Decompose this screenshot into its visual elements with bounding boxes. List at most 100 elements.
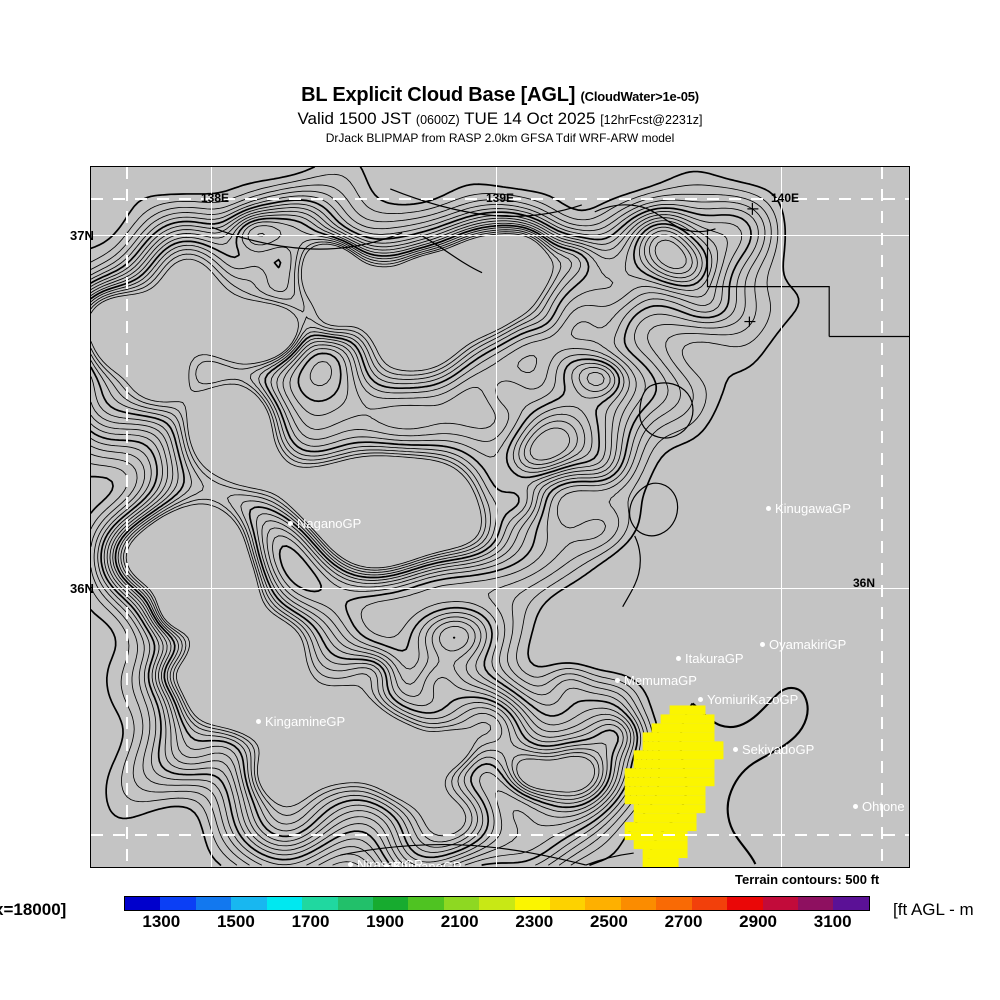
site-dot-icon xyxy=(853,804,858,810)
cloud-cell xyxy=(633,813,697,823)
colorbar-segment-19 xyxy=(798,897,834,910)
site-dot-icon xyxy=(288,521,293,527)
site-dot-icon xyxy=(760,642,765,648)
site-label: MemumaGP xyxy=(624,673,697,689)
lon-label-138-top: 138E xyxy=(201,191,230,205)
colorbar-tick-2300: 2300 xyxy=(515,912,554,931)
cloud-cell xyxy=(624,777,715,787)
grid-lon-139 xyxy=(496,167,497,867)
site-marker-memumagp[interactable]: MemumaGP xyxy=(615,673,697,687)
cloud-cell xyxy=(669,705,706,715)
colorbar-segment-17 xyxy=(727,897,763,910)
site-marker-kinugawagp[interactable]: KinugawaGP xyxy=(766,501,851,515)
colorbar-segment-2 xyxy=(195,897,232,910)
domain-boundary-left xyxy=(126,167,128,867)
colorbar-tick-3100: 3100 xyxy=(813,912,852,931)
lat-label-37-left: 37N xyxy=(70,228,94,243)
page-title: BL Explicit Cloud Base [AGL] xyxy=(301,84,576,106)
title-block: BL Explicit Cloud Base [AGL] (CloudWater… xyxy=(0,84,1000,146)
cloud-cell xyxy=(624,822,697,832)
colorbar-segment-7 xyxy=(372,897,409,910)
colorbar-tick-1700: 1700 xyxy=(291,912,330,931)
title-qualifier: (CloudWater>1e-05) xyxy=(580,89,700,104)
domain-boundary-right xyxy=(881,167,883,867)
map-panel[interactable]: 138E 139E 140E 36N 138E 139E NaganoGP Ki… xyxy=(90,166,910,868)
site-dot-icon xyxy=(384,864,389,867)
colorbar-tick-1500: 1500 xyxy=(216,912,255,931)
lon-label-139-top: 139E xyxy=(486,191,515,205)
cloud-cell xyxy=(624,768,715,778)
site-marker-yomiurikazogp[interactable]: YomiuriKazoGP xyxy=(698,692,798,706)
site-dot-icon xyxy=(348,862,353,867)
cloud-cell xyxy=(660,714,715,724)
colorbar-units-clipped-text: [ft AGL - m xyxy=(893,900,974,919)
site-dot-icon xyxy=(615,678,620,684)
cloud-cell xyxy=(633,759,715,769)
site-label: KinugawaGP xyxy=(775,501,851,517)
colorbar-segment-16 xyxy=(691,897,728,910)
colorbar-segment-20 xyxy=(833,897,869,910)
colorbar-segment-14 xyxy=(620,897,657,910)
main-title-line: BL Explicit Cloud Base [AGL] (CloudWater… xyxy=(0,84,1000,108)
site-label: NirasakiGP xyxy=(357,857,423,868)
cloud-cell xyxy=(651,723,715,733)
site-marker-naganogp[interactable]: NaganoGP xyxy=(288,516,361,530)
colorbar-tick-1300: 1300 xyxy=(142,912,181,931)
grid-lon-138 xyxy=(211,167,212,867)
valid-utc: (0600Z) xyxy=(415,113,460,127)
valid-time-line: Valid 1500 JST (0600Z) TUE 14 Oct 2025 [… xyxy=(0,109,1000,130)
site-marker-itakuragp[interactable]: ItakuraGP xyxy=(676,651,744,665)
colorbar-tick-1900: 1900 xyxy=(366,912,405,931)
lat-label-36-left: 36N xyxy=(70,581,94,596)
colorbar-left-clipped-text: x=18000] xyxy=(0,900,67,919)
lat-label-36-right: 36N xyxy=(853,576,876,590)
colorbar-segment-18 xyxy=(762,897,799,910)
lon-label-140-top: 140E xyxy=(771,191,800,205)
site-label: SekiyadoGP xyxy=(742,742,815,758)
site-label: YomiuriKazoGP xyxy=(707,692,799,708)
site-dot-icon xyxy=(766,506,771,512)
grid-lat-36 xyxy=(91,588,909,589)
terrain-contour-layer xyxy=(91,167,909,867)
site-label: Ohtone xyxy=(862,799,905,815)
colorbar-segment-12 xyxy=(550,897,586,910)
colorbar-segment-9 xyxy=(443,897,480,910)
site-marker-oyamakirigp[interactable]: OyamakiriGP xyxy=(760,637,846,651)
valid-local: Valid 1500 JST xyxy=(297,109,412,128)
cloud-base-patch xyxy=(624,705,724,867)
domain-boundary-bottom xyxy=(91,834,909,836)
colorbar-tick-2900: 2900 xyxy=(739,912,778,931)
cloud-cell xyxy=(624,786,706,796)
colorbar-tick-2500: 2500 xyxy=(589,912,628,931)
colorbar-segment-11 xyxy=(514,897,551,910)
site-label: ItakuraGP xyxy=(685,651,744,667)
site-marker-fujiganegp[interactable]: FujiganeGP xyxy=(384,859,462,868)
colorbar-segment-4 xyxy=(266,897,303,910)
site-marker-kingaminegp[interactable]: KingamineGP xyxy=(256,714,345,728)
valid-date: TUE 14 Oct 2025 xyxy=(464,109,596,128)
colorbar-segment-3 xyxy=(231,897,267,910)
terrain-contour-note: Terrain contours: 500 ft xyxy=(735,872,880,887)
colorbar[interactable] xyxy=(124,896,870,911)
colorbar-segment-15 xyxy=(656,897,692,910)
site-marker-nirasakigp[interactable]: NirasakiGP xyxy=(348,857,423,868)
model-line: DrJack BLIPMAP from RASP 2.0km GFSA Tdif… xyxy=(325,131,675,145)
cloud-cell xyxy=(624,795,706,805)
site-marker-ohtone[interactable]: Ohtone xyxy=(853,799,905,813)
colorbar-segment-6 xyxy=(337,897,373,910)
cloud-cell xyxy=(633,804,706,814)
colorbar-segment-13 xyxy=(585,897,621,910)
site-label: FujiganeGP xyxy=(393,859,462,868)
site-dot-icon xyxy=(698,697,703,703)
colorbar-segment-8 xyxy=(408,897,444,910)
grid-lon-140 xyxy=(781,167,782,867)
site-dot-icon xyxy=(733,747,738,753)
domain-boundary-top xyxy=(91,198,909,200)
colorbar-segment-5 xyxy=(302,897,338,910)
site-dot-icon xyxy=(256,719,261,725)
cloud-cell xyxy=(642,849,688,859)
colorbar-tick-2100: 2100 xyxy=(440,912,479,931)
site-marker-sekiyadogp[interactable]: SekiyadoGP xyxy=(733,742,814,756)
cloud-cell xyxy=(633,840,688,850)
site-label: KingamineGP xyxy=(265,714,346,730)
